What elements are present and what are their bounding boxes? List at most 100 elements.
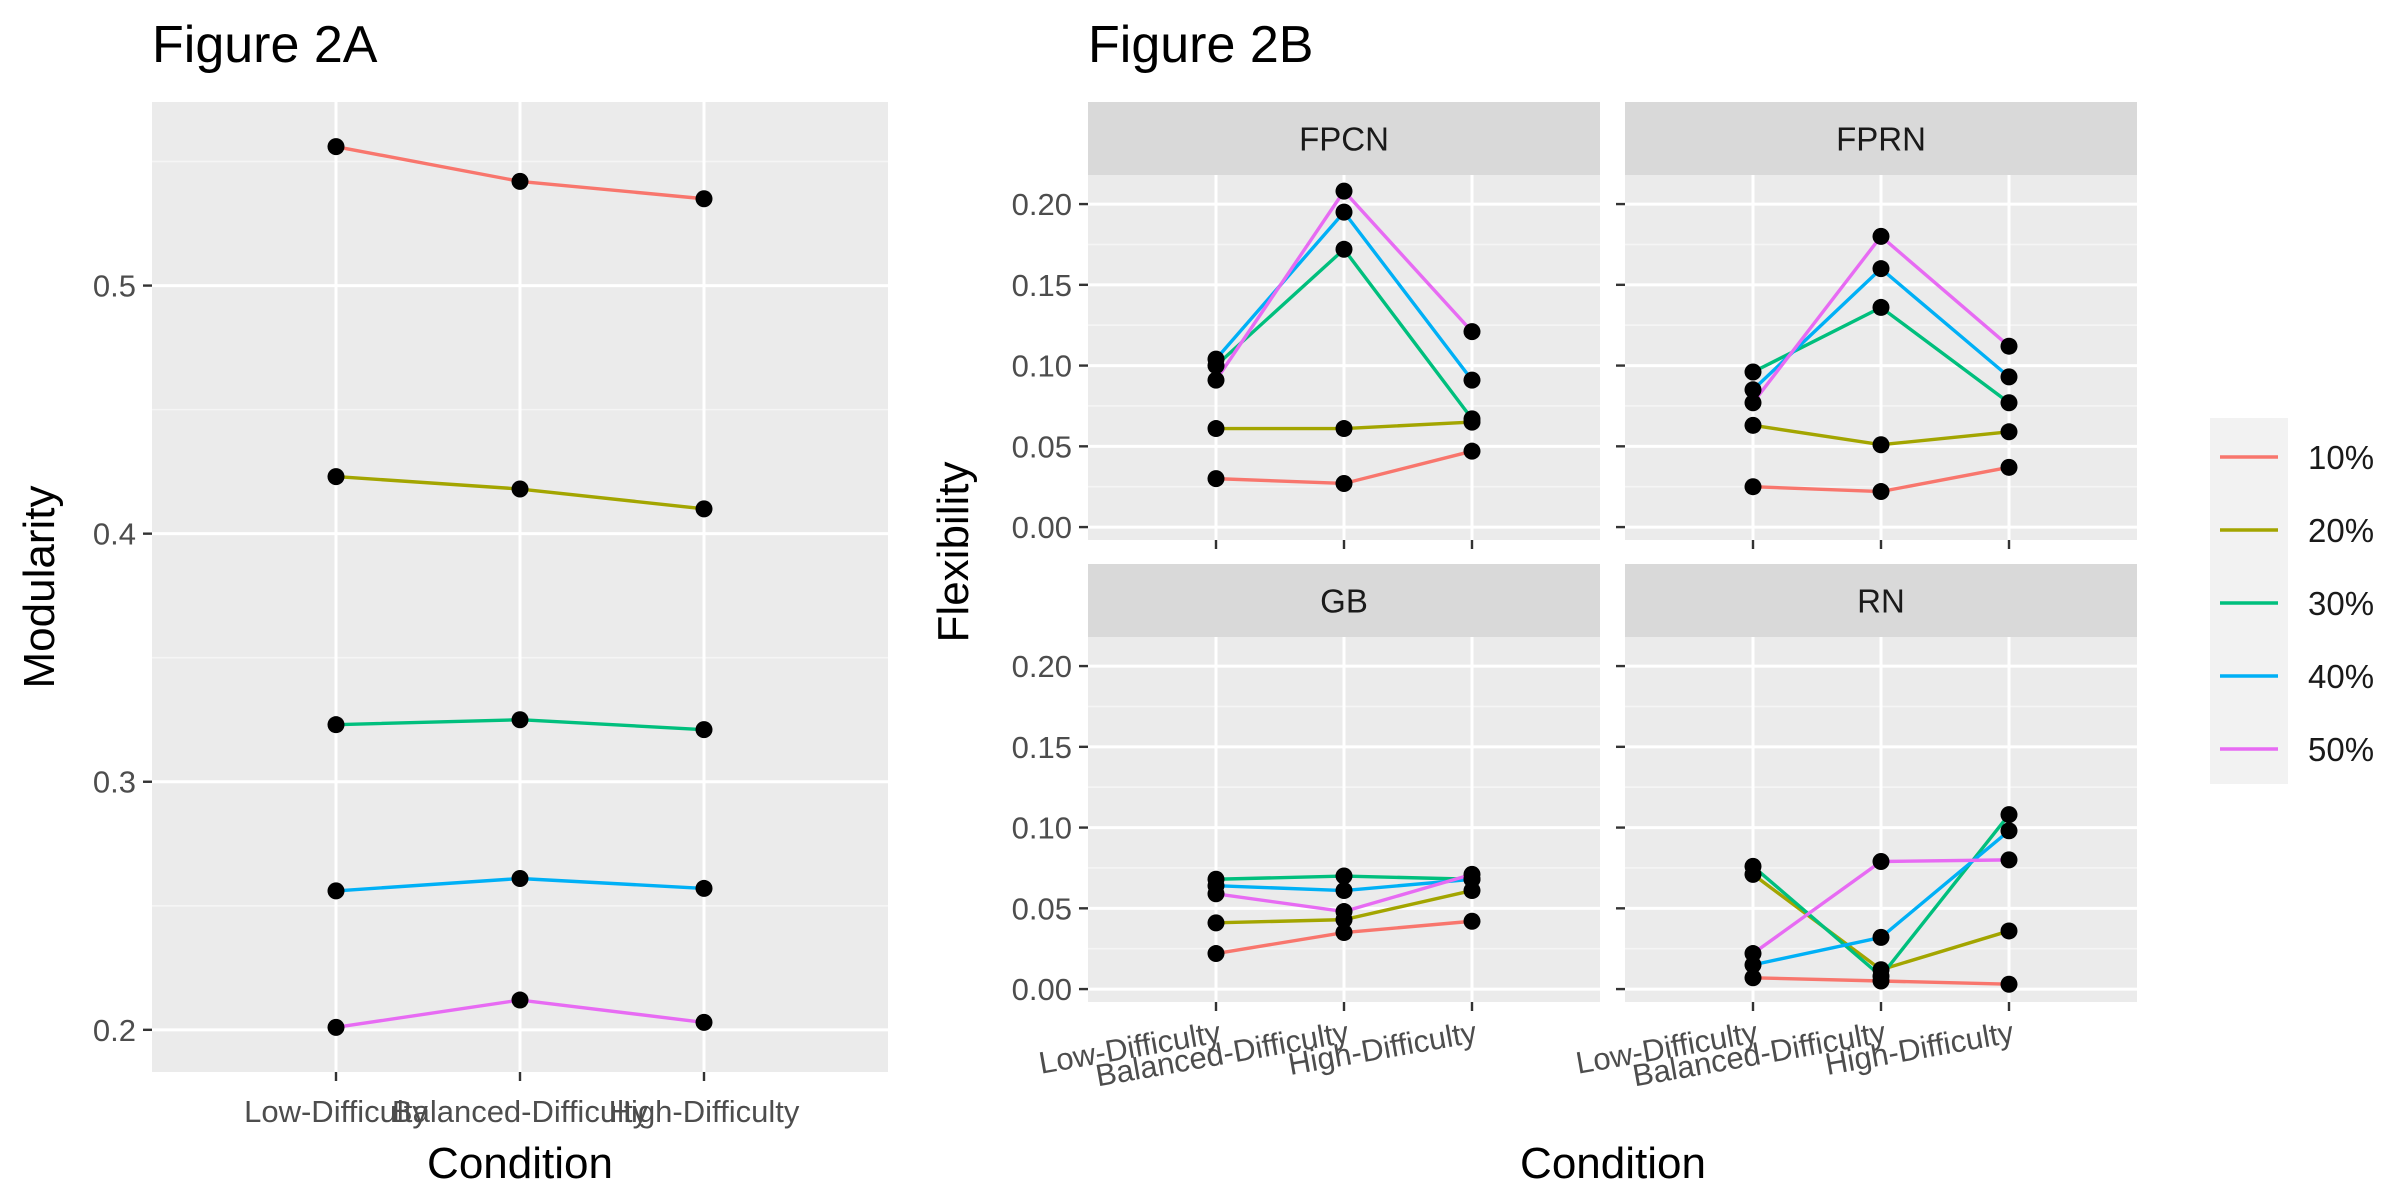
legend-label: 10% bbox=[2308, 439, 2374, 476]
fig2b-y-axis-title: Flexibility bbox=[929, 462, 978, 643]
fig2b-rn-data-point bbox=[2000, 822, 2018, 840]
fig2a-x-tick-label: Low-Difficulty bbox=[244, 1094, 428, 1129]
fig2a-data-point bbox=[511, 991, 529, 1009]
fig2b-fprn-data-point bbox=[1872, 227, 1890, 245]
figure-2b-panel: Figure 2B FPCN 0.00 0.05 0.10 0.15 0.20 FPRN GB 0… bbox=[929, 16, 2137, 1188]
fig2a-x-tick-label: Balanced-Difficulty bbox=[392, 1094, 649, 1129]
fig2b-gb-data-point bbox=[1463, 912, 1481, 930]
fig2b-fpcn-data-point bbox=[1207, 371, 1225, 389]
fig2b-fprn-data-point bbox=[1872, 260, 1890, 278]
fig2b-fprn-data-point bbox=[2000, 368, 2018, 386]
fig2b-gb-y-tick-label: 0.05 bbox=[1012, 891, 1072, 926]
fig2b-rn-data-point bbox=[2000, 806, 2018, 824]
fig2b-fpcn-data-point bbox=[1207, 350, 1225, 368]
fig2b-fprn-data-point bbox=[1872, 483, 1890, 501]
fig2a-y-axis-title: Modularity bbox=[15, 486, 64, 689]
fig2a-data-point bbox=[511, 480, 529, 498]
fig2b-fprn-data-point bbox=[1744, 363, 1762, 381]
fig2b-gb-y-tick-label: 0.00 bbox=[1012, 972, 1072, 1007]
fig2a-data-point bbox=[695, 721, 713, 739]
fig2b-rn-data-point bbox=[1744, 945, 1762, 963]
fig2a-data-point bbox=[511, 869, 529, 887]
fig2b-fprn-data-point bbox=[1872, 436, 1890, 454]
fig2a-x-tick-label: High-Difficulty bbox=[609, 1094, 800, 1129]
fig2a-data-point bbox=[327, 468, 345, 486]
fig2a-data-point bbox=[327, 882, 345, 900]
fig2b-x-axis-title: Condition bbox=[1520, 1139, 1706, 1188]
facet-strip bbox=[1625, 564, 2137, 637]
facet-strip-label: FPRN bbox=[1836, 121, 1926, 158]
fig2b-facet-fpcn: FPCN 0.00 0.05 0.10 0.15 0.20 bbox=[1012, 102, 1600, 549]
fig2b-fprn-data-point bbox=[1744, 478, 1762, 496]
fig2b-fpcn-data-point bbox=[1207, 420, 1225, 438]
fig2b-title: Figure 2B bbox=[1088, 16, 1313, 74]
fig2a-title: Figure 2A bbox=[152, 16, 378, 74]
fig2b-gb-data-point bbox=[1335, 924, 1353, 942]
legend-key-background bbox=[2210, 418, 2288, 784]
fig2a-y-tick-label: 0.3 bbox=[93, 765, 136, 800]
facet-strip bbox=[1088, 564, 1600, 637]
fig2b-fprn-data-point bbox=[1872, 298, 1890, 316]
fig2b-gb-data-point bbox=[1335, 882, 1353, 900]
fig2a-data-point bbox=[695, 190, 713, 208]
fig2b-fpcn-data-point bbox=[1335, 420, 1353, 438]
fig2b-fprn-data-point bbox=[1744, 381, 1762, 399]
fig2b-fpcn-data-point bbox=[1335, 240, 1353, 258]
fig2b-facet-rn: RNLow-DifficultyBalanced-DifficultyHigh-… bbox=[1573, 564, 2137, 1093]
fig2b-gb-data-point bbox=[1335, 867, 1353, 885]
legend-label: 30% bbox=[2308, 585, 2374, 622]
fig2a-data-point bbox=[327, 138, 345, 156]
facet-strip-label: FPCN bbox=[1299, 121, 1389, 158]
fig2a-y-tick-label: 0.2 bbox=[93, 1013, 136, 1048]
fig2b-fpcn-y-tick-label: 0.05 bbox=[1012, 429, 1072, 464]
fig2b-rn-data-point bbox=[1744, 969, 1762, 987]
fig2a-data-point bbox=[327, 716, 345, 734]
fig2b-gb-data-point bbox=[1335, 903, 1353, 921]
legend-label: 20% bbox=[2308, 512, 2374, 549]
fig2b-fpcn-y-tick-label: 0.15 bbox=[1012, 268, 1072, 303]
fig2b-fprn-data-point bbox=[1744, 416, 1762, 434]
fig2b-rn-data-point bbox=[1872, 852, 1890, 870]
fig2b-fpcn-data-point bbox=[1463, 410, 1481, 428]
fig2b-rn-data-point bbox=[1872, 928, 1890, 946]
fig2b-fpcn-data-point bbox=[1207, 470, 1225, 488]
fig2a-data-point bbox=[511, 172, 529, 190]
fig2b-fpcn-data-point bbox=[1463, 442, 1481, 460]
fig2b-rn-data-point bbox=[1744, 857, 1762, 875]
fig2b-gb-data-point bbox=[1207, 914, 1225, 932]
fig2b-gb-y-tick-label: 0.20 bbox=[1012, 649, 1072, 684]
fig2b-gb-y-tick-label: 0.10 bbox=[1012, 811, 1072, 846]
fig2b-fpcn-y-tick-label: 0.10 bbox=[1012, 349, 1072, 384]
fig2b-fpcn-data-point bbox=[1335, 182, 1353, 200]
fig2b-fpcn-y-tick-label: 0.00 bbox=[1012, 510, 1072, 545]
facet-strip-label: RN bbox=[1857, 583, 1905, 620]
fig2b-fpcn-data-point bbox=[1463, 371, 1481, 389]
fig2b-rn-data-point bbox=[2000, 975, 2018, 993]
fig2b-facet-fprn: FPRN bbox=[1616, 102, 2137, 549]
fig2b-fpcn-data-point bbox=[1335, 203, 1353, 221]
fig2a-data-point bbox=[327, 1018, 345, 1036]
fig2a-x-axis-title: Condition bbox=[427, 1139, 613, 1188]
fig2b-fprn-data-point bbox=[1744, 394, 1762, 412]
fig2b-gb-data-point bbox=[1463, 865, 1481, 883]
fig2b-fpcn-data-point bbox=[1335, 474, 1353, 492]
fig2a-y-tick-label: 0.4 bbox=[93, 517, 136, 552]
fig2a-y-tick-label: 0.5 bbox=[93, 269, 136, 304]
fig2b-fprn-data-point bbox=[2000, 423, 2018, 441]
facet-strip bbox=[1625, 102, 2137, 175]
legend-label: 50% bbox=[2308, 731, 2374, 768]
fig2a-data-point bbox=[511, 711, 529, 729]
fig2b-rn-data-point bbox=[1872, 967, 1890, 985]
figure-2a-panel: 0.2 0.3 0.4 0.5 Figure 2A Low-DifficultyBalan… bbox=[15, 16, 888, 1188]
facet-strip bbox=[1088, 102, 1600, 175]
fig2b-fprn-data-point bbox=[2000, 458, 2018, 476]
legend-label: 40% bbox=[2308, 658, 2374, 695]
fig2b-rn-data-point bbox=[2000, 922, 2018, 940]
fig2b-gb-data-point bbox=[1207, 945, 1225, 963]
fig2b-gb-y-tick-label: 0.15 bbox=[1012, 730, 1072, 765]
fig2b-fpcn-data-point bbox=[1463, 323, 1481, 341]
fig2b-fprn-data-point bbox=[2000, 394, 2018, 412]
fig2b-gb-data-point bbox=[1207, 885, 1225, 903]
fig2a-data-point bbox=[695, 500, 713, 518]
